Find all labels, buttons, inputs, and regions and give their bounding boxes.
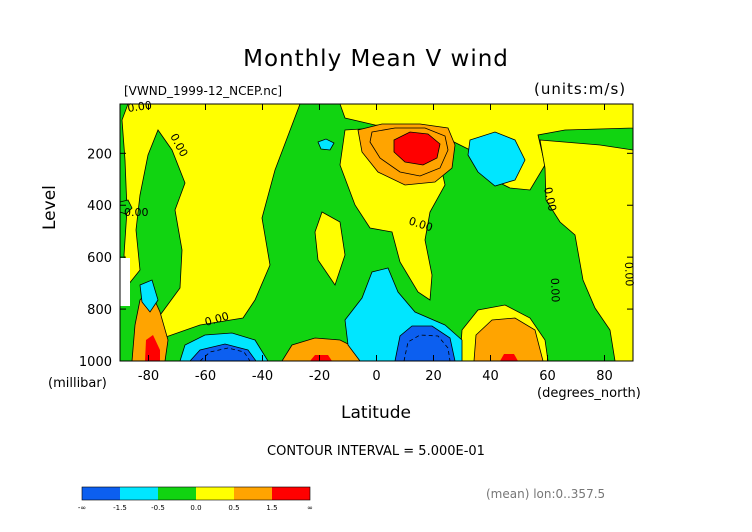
y-tick-label: 800 [87, 303, 112, 318]
colorbar-tick-label: 1.5 [266, 504, 277, 512]
x-tick-label: -20 [309, 369, 330, 384]
fill-cyan-upper-east [467, 131, 526, 187]
colorbar-frame [81, 486, 311, 501]
x-tick-label: 0 [372, 369, 380, 384]
fill-cyan-small [317, 138, 335, 151]
colorbar-swatch [272, 487, 310, 500]
x-tick-label: 40 [482, 369, 499, 384]
chart-title: Monthly Mean V wind [243, 46, 509, 72]
colorbar: -∞ -1.5 -0.5 0.0 0.5 1.5 ∞ [78, 486, 313, 512]
colorbar-tick-label: ∞ [307, 504, 313, 512]
x-tick-label: 80 [596, 369, 613, 384]
fill-red-surface-mid [310, 355, 332, 361]
colorbar-tick-label: 0.0 [190, 504, 201, 512]
contour-label: 0.00 [127, 99, 153, 115]
mean-note: (mean) lon:0..357.5 [486, 487, 606, 501]
x-axis-title: Latitude [341, 403, 411, 423]
y-axis-unit: (millibar) [48, 376, 107, 391]
contour-interval-label: CONTOUR INTERVAL = 5.000E-01 [267, 444, 485, 459]
fill-orange-surface-mid [281, 337, 366, 361]
y-axis-ticks: 200 400 600 800 1000 [79, 147, 633, 370]
colorbar-swatch [120, 487, 158, 500]
contour-label: 0.00 [548, 278, 562, 303]
colorbar-tick-label: -∞ [78, 504, 86, 512]
y-tick-label: 1000 [79, 355, 112, 370]
colorbar-tick-label: -1.5 [113, 504, 127, 512]
x-axis-ticks: -80 -60 -40 -20 0 20 40 60 80 [138, 104, 613, 384]
fill-red-surface-sw [145, 335, 160, 361]
x-tick-label: 60 [539, 369, 556, 384]
units-label: (units:m/s) [534, 80, 627, 98]
colorbar-swatch [196, 487, 234, 500]
fill-yellow-east [539, 139, 633, 361]
file-label: [VWND_1999-12_NCEP.nc] [124, 84, 283, 98]
contour-label: 0.00 [124, 206, 149, 219]
y-tick-label: 400 [87, 199, 112, 214]
colorbar-tick-label: 0.5 [228, 504, 239, 512]
contour-fills [120, 104, 633, 361]
colorbar-tick-label: -0.5 [151, 504, 165, 512]
x-tick-label: -40 [252, 369, 273, 384]
contour-label: 0.00 [541, 186, 559, 213]
x-tick-label: 20 [425, 369, 442, 384]
fill-yellow-mid-south [314, 211, 346, 286]
y-tick-label: 200 [87, 147, 112, 162]
colorbar-swatch [158, 487, 196, 500]
y-tick-label: 600 [87, 251, 112, 266]
fill-red-surface-n [500, 354, 518, 361]
fill-red-upper [393, 131, 441, 166]
fill-cyan-west-edge [139, 279, 159, 313]
dashed-contour-1 [403, 334, 451, 361]
solid-contour-upper [369, 127, 449, 177]
missing-data-gap [120, 258, 130, 306]
dashed-contour-2 [199, 347, 251, 361]
colorbar-swatch [82, 487, 120, 500]
x-tick-label: -80 [138, 369, 159, 384]
fill-orange-surface-n [473, 317, 544, 361]
contour-label: 0.00 [203, 310, 230, 329]
colorbar-swatch [234, 487, 272, 500]
fill-blue-southwest [189, 343, 257, 361]
contour-label: 0.00 [622, 262, 636, 287]
fill-green-west-blob [120, 199, 133, 215]
x-tick-label: -60 [195, 369, 216, 384]
fill-blue-mid [394, 325, 456, 361]
x-axis-unit: (degrees_north) [537, 386, 641, 401]
